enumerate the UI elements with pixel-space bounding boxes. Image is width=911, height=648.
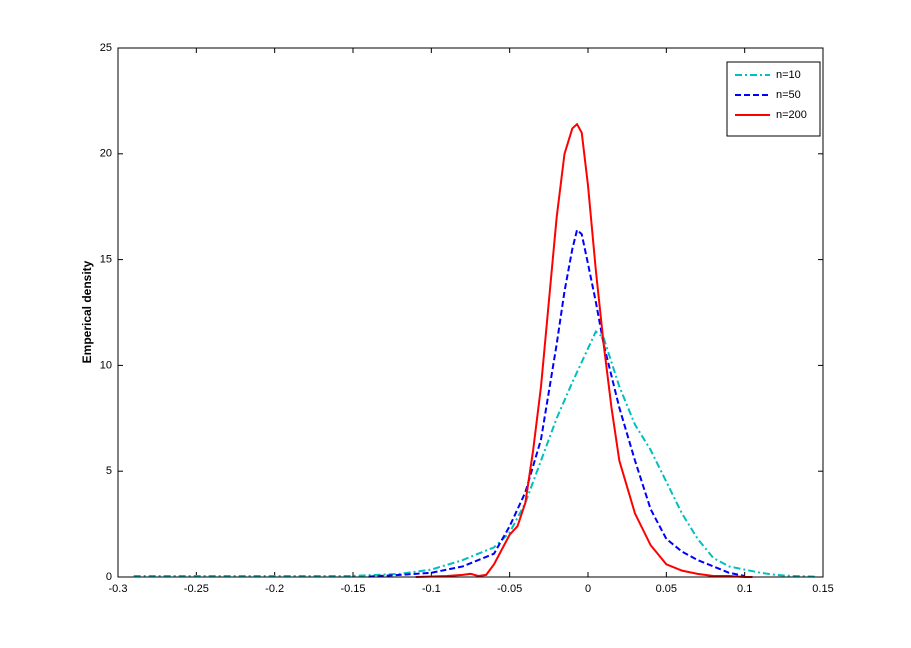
x-tick-label: -0.15	[340, 583, 365, 595]
series-line	[133, 329, 816, 578]
y-tick-label: 10	[100, 359, 112, 371]
x-tick-label: 0	[585, 583, 591, 595]
x-tick-label: -0.1	[422, 583, 441, 595]
y-tick-label: 15	[100, 254, 112, 266]
x-tick-label: 0.15	[812, 583, 833, 595]
x-tick-label: -0.3	[109, 583, 128, 595]
y-tick-label: 20	[100, 148, 112, 160]
x-tick-label: -0.2	[265, 583, 284, 595]
x-tick-label: 0.05	[656, 583, 677, 595]
y-tick-label: 0	[106, 571, 112, 583]
legend-label: n=200	[776, 109, 807, 121]
x-tick-label: 0.1	[737, 583, 752, 595]
y-tick-label: 25	[100, 42, 112, 54]
x-tick-label: -0.05	[497, 583, 522, 595]
legend-box	[726, 61, 821, 137]
y-axis-label: Emperical density	[80, 260, 94, 363]
series-line	[415, 122, 753, 578]
y-tick-label: 5	[106, 465, 112, 477]
axes-box	[117, 47, 824, 578]
series-line	[368, 228, 745, 578]
x-tick-label: -0.25	[184, 583, 209, 595]
legend-label: n=50	[776, 89, 801, 101]
legend-label: n=10	[776, 69, 801, 81]
